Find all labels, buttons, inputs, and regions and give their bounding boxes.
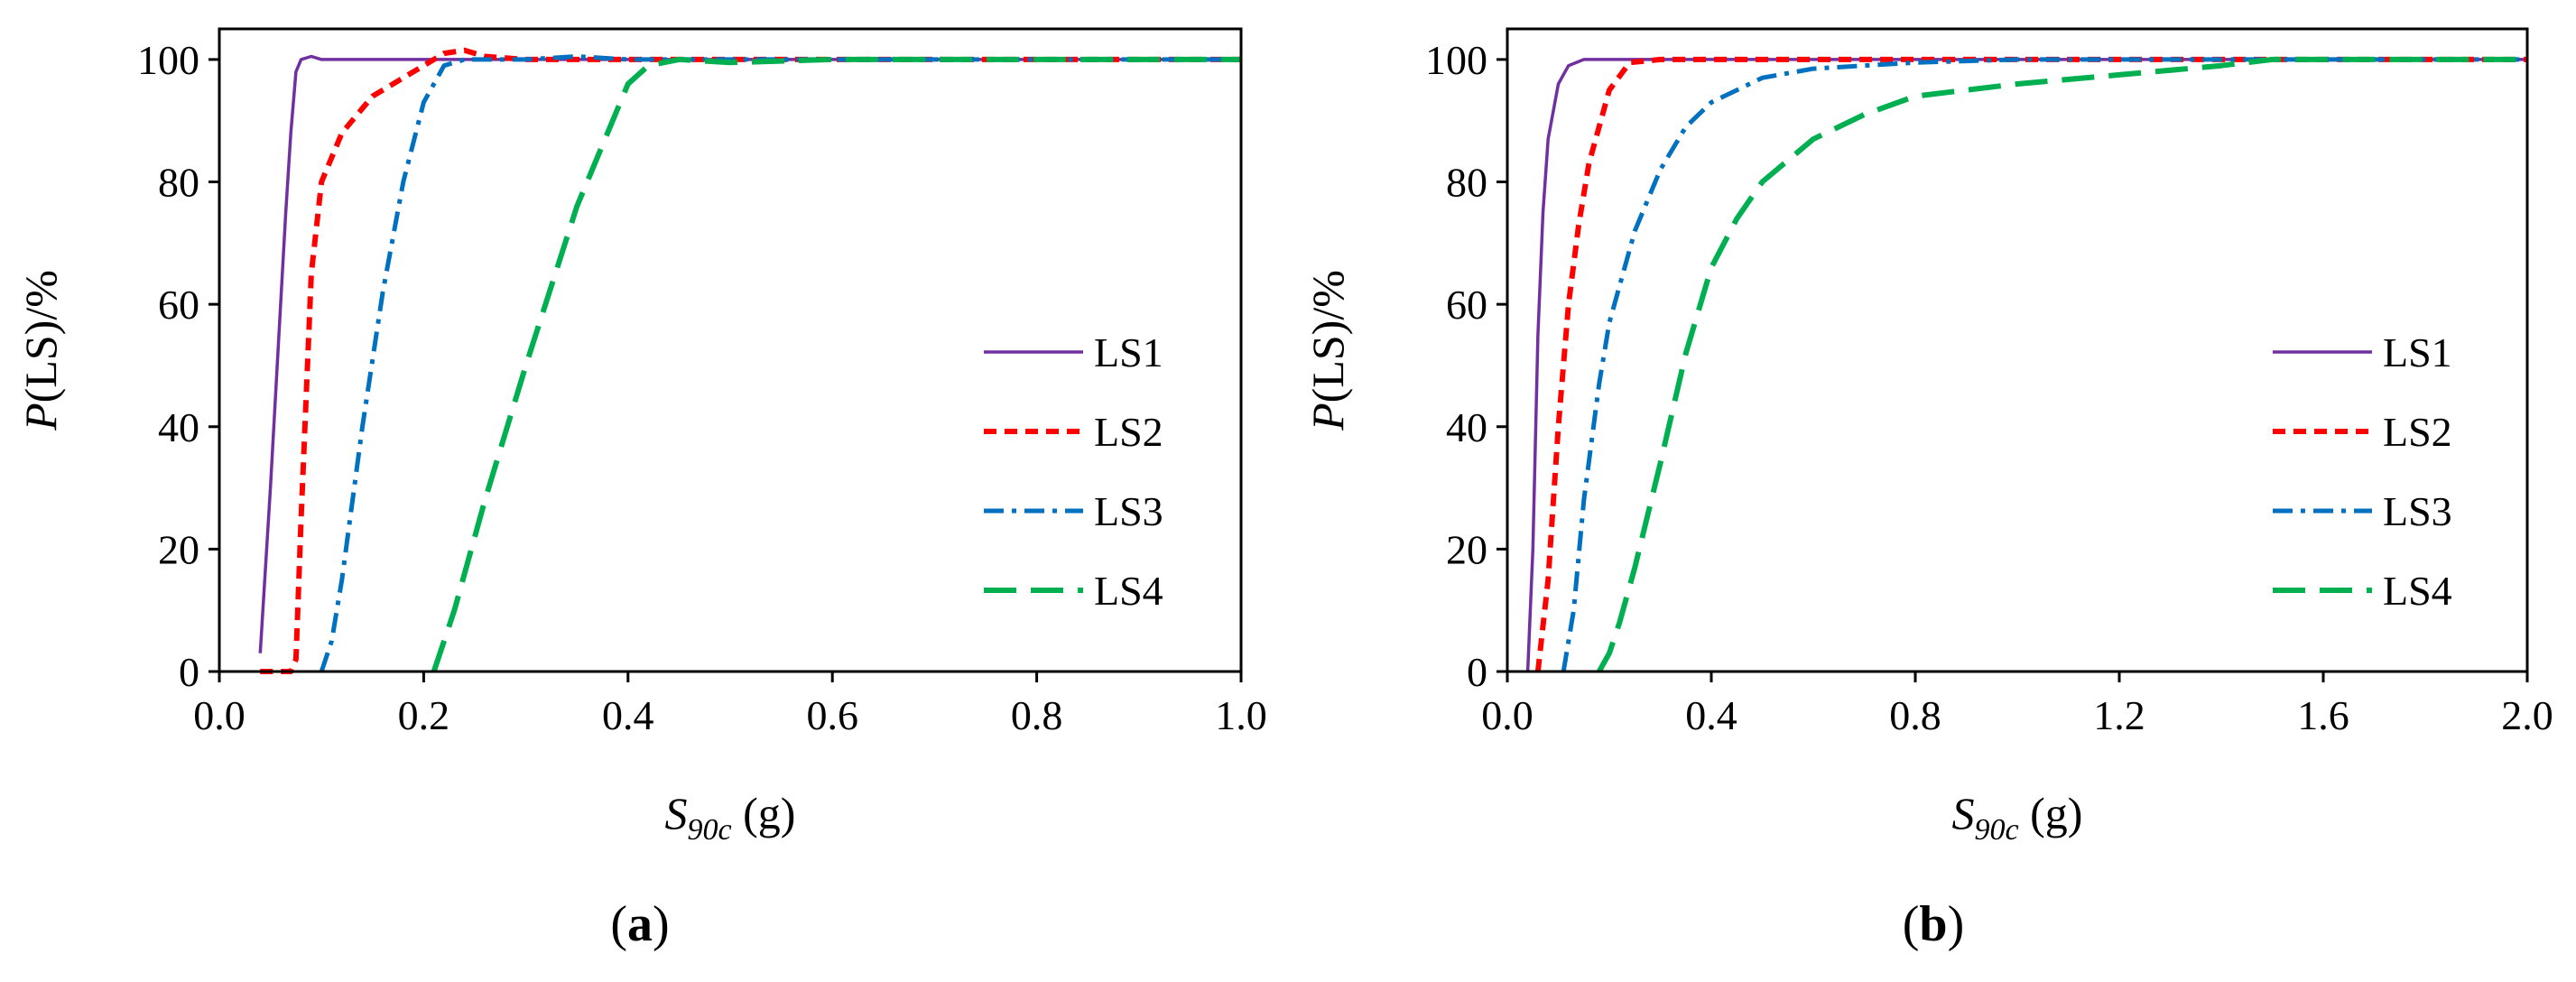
y-axis: 0 20 40 60 80 100 — [137, 37, 219, 695]
x-tick-label: 1.2 — [2093, 692, 2145, 738]
x-tick-label: 0.4 — [1685, 692, 1737, 738]
x-axis-label: S90c (g) — [1952, 788, 2083, 847]
legend-label-ls1: LS1 — [2383, 329, 2452, 375]
legend-label-ls4: LS4 — [1094, 568, 1163, 614]
panel-label-a: (a) — [610, 896, 669, 952]
legend-label-ls3: LS3 — [2383, 488, 2452, 534]
y-axis: 0 20 40 60 80 100 — [1425, 37, 1507, 695]
plot-frame — [218, 27, 1243, 673]
legend-label-ls2: LS2 — [2383, 409, 2452, 455]
y-tick-label: 100 — [137, 37, 199, 83]
y-tick-label: 0 — [1467, 649, 1487, 695]
y-tick-label: 80 — [158, 160, 199, 206]
x-tick-label: 0.4 — [602, 692, 654, 738]
series-line-ls2 — [260, 47, 1241, 674]
legend-label-ls3: LS3 — [1094, 488, 1163, 534]
x-tick-label: 0.0 — [1481, 692, 1534, 738]
series-line-ls1 — [1525, 58, 2527, 672]
legend-label-ls4: LS4 — [2383, 568, 2452, 614]
y-axis-label: P(LS)/% — [15, 270, 66, 431]
series-layer — [258, 47, 1241, 674]
x-axis: 0.0 0.2 0.4 0.6 0.8 1.0 — [193, 672, 1267, 738]
x-tick-label: 0.0 — [193, 692, 246, 738]
y-tick-label: 60 — [158, 282, 199, 328]
legend-label-ls1: LS1 — [1094, 329, 1163, 375]
x-tick-label: 1.6 — [2297, 692, 2349, 738]
y-tick-label: 20 — [158, 526, 199, 572]
legend-label-ls2: LS2 — [1094, 409, 1163, 455]
legend: LS1 LS2 LS3 LS4 — [984, 329, 1163, 614]
series-line-ls3 — [319, 54, 1241, 672]
series-line-ls3 — [1561, 57, 2527, 672]
y-tick-label: 80 — [1446, 160, 1487, 206]
series-line-ls4 — [431, 56, 1241, 672]
x-tick-label: 2.0 — [2501, 692, 2553, 738]
x-tick-label: 0.6 — [806, 692, 858, 738]
series-line-ls4 — [1597, 56, 2527, 673]
y-tick-label: 60 — [1446, 282, 1487, 328]
series-layer — [1525, 56, 2527, 673]
x-axis: 0.0 0.4 0.8 1.2 1.6 2.0 — [1481, 672, 2553, 738]
series-line-ls2 — [1534, 56, 2527, 672]
x-tick-label: 0.8 — [1889, 692, 1941, 738]
x-tick-label: 0.2 — [398, 692, 450, 738]
y-tick-label: 20 — [1446, 526, 1487, 572]
x-tick-label: 0.8 — [1011, 692, 1063, 738]
y-axis-label: P(LS)/% — [1302, 270, 1353, 431]
y-tick-label: 40 — [158, 404, 199, 450]
y-tick-label: 40 — [1446, 404, 1487, 450]
y-tick-label: 0 — [179, 649, 199, 695]
x-tick-label: 1.0 — [1215, 692, 1267, 738]
x-axis-label: S90c (g) — [665, 788, 796, 847]
legend: LS1 LS2 LS3 LS4 — [2273, 329, 2452, 614]
y-tick-label: 100 — [1425, 37, 1487, 83]
panel-label-b: (b) — [1903, 896, 1964, 952]
plot-frame — [1506, 27, 2529, 673]
